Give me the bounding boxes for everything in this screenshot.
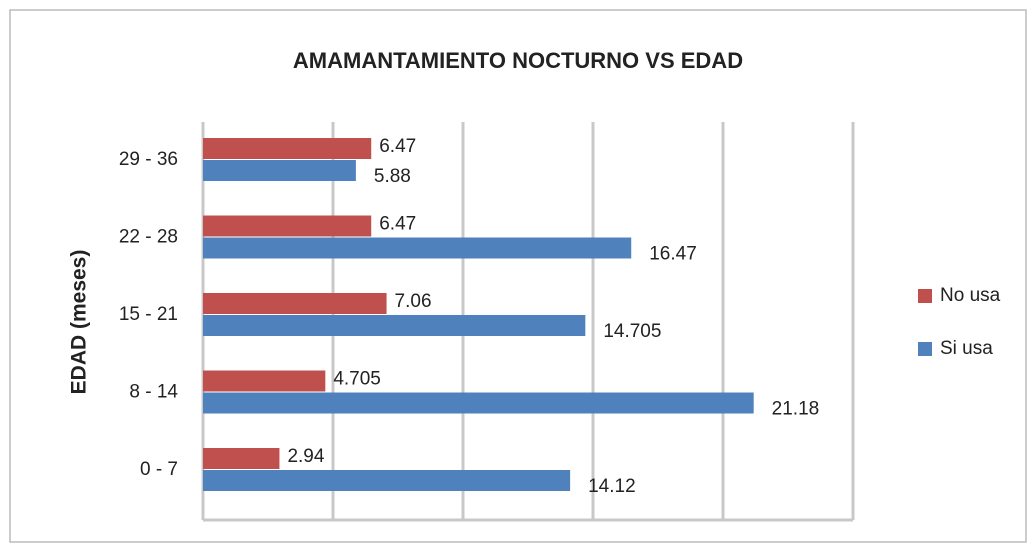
data-label: 7.06	[395, 291, 432, 312]
legend-label: No usa	[940, 285, 1001, 306]
y-tick-label: 22 - 28	[119, 227, 178, 248]
legend-swatch	[918, 289, 932, 303]
bar	[203, 370, 326, 392]
data-label: 14.12	[588, 476, 636, 497]
data-label: 5.88	[374, 166, 411, 187]
y-tick-label: 0 - 7	[140, 459, 178, 480]
data-label: 6.47	[379, 214, 416, 235]
bar	[203, 448, 280, 469]
bar	[203, 215, 372, 237]
legend-swatch	[918, 342, 932, 356]
data-label: 21.18	[772, 399, 820, 420]
bar	[203, 237, 632, 259]
bar	[203, 392, 754, 414]
y-tick-label: 15 - 21	[119, 304, 178, 325]
data-label: 16.47	[649, 244, 697, 265]
data-label: 14.705	[603, 321, 661, 342]
y-tick-label: 8 - 14	[129, 382, 178, 403]
data-label: 4.705	[333, 369, 381, 390]
bar	[203, 160, 356, 181]
data-label: 2.94	[287, 446, 324, 467]
data-label: 6.47	[379, 136, 416, 157]
chart-title: AMAMANTAMIENTO NOCTURNO VS EDAD	[293, 48, 743, 73]
y-axis-label: EDAD (meses)	[68, 250, 91, 395]
bar	[203, 315, 586, 336]
legend-label: Si usa	[940, 338, 993, 359]
bar	[203, 293, 387, 314]
bar	[203, 138, 372, 159]
y-tick-label: 29 - 36	[119, 149, 178, 170]
chart-frame	[9, 9, 1027, 543]
bar	[203, 470, 571, 491]
